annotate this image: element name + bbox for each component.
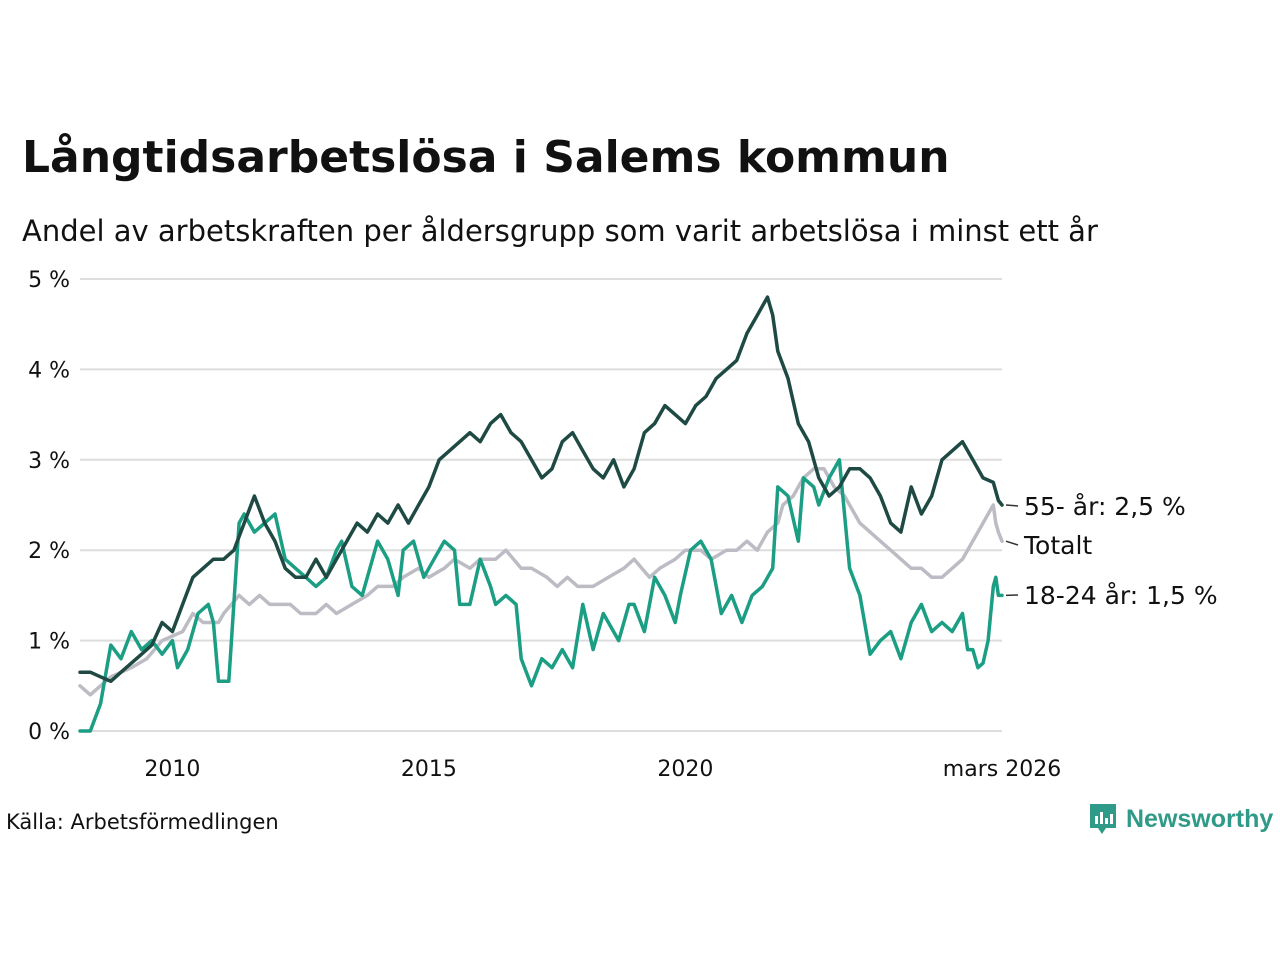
y-tick-label: 0 % (28, 720, 70, 745)
series-line (78, 458, 1004, 733)
chart-subtitle: Andel av arbetskraften per åldersgrupp s… (22, 214, 1098, 248)
y-tick-label: 2 % (28, 539, 70, 564)
y-tick-label: 3 % (28, 449, 70, 474)
series-end-label: Totalt (1023, 531, 1092, 560)
series-line (78, 467, 1004, 697)
brand-logo: Newsworthy (1088, 802, 1273, 836)
newsworthy-logo-icon (1090, 804, 1116, 834)
x-axis-labels: 2010 2015 2020 mars 2026 (144, 757, 1061, 782)
x-tick-label: 2010 (144, 757, 200, 782)
series-end-labels: Totalt 18-24 år: 1,5 % 55- år: 2,5 % (1005, 492, 1218, 610)
y-axis-labels: 0 % 1 % 2 % 3 % 4 % 5 % (28, 268, 70, 745)
chart-title: Långtidsarbetslösa i Salems kommun (22, 132, 950, 183)
label-connector (1005, 504, 1019, 507)
series-line (78, 295, 1004, 684)
y-tick-label: 1 % (28, 630, 70, 655)
x-tick-label: 2020 (657, 757, 713, 782)
series-end-label: 18-24 år: 1,5 % (1024, 581, 1218, 610)
brand-name: Newsworthy (1126, 804, 1274, 833)
series-end-label: 55- år: 2,5 % (1024, 492, 1186, 521)
series-lines (78, 295, 1004, 733)
x-tick-label: 2015 (401, 757, 457, 782)
x-tick-label: mars 2026 (943, 757, 1061, 782)
y-tick-label: 4 % (28, 358, 70, 383)
source-note: Källa: Arbetsförmedlingen (6, 810, 279, 834)
y-tick-label: 5 % (28, 268, 70, 293)
label-connector (1005, 540, 1019, 546)
